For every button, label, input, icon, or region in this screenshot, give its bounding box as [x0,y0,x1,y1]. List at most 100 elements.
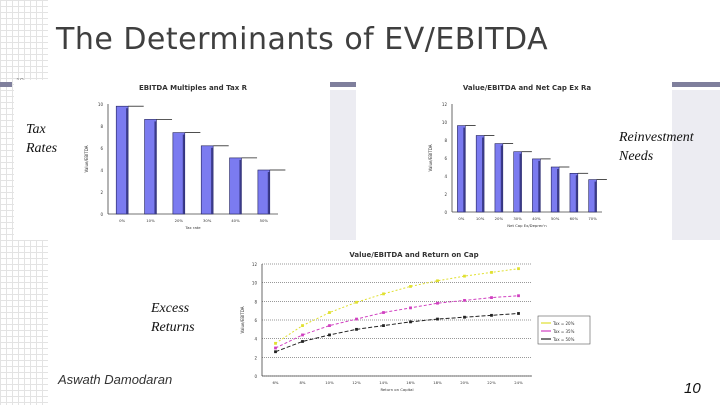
bar-shade [154,121,157,214]
series-point [382,324,385,327]
x-axis-label: Tax rate [184,225,201,230]
y-tick-label: 6 [100,146,103,151]
chart-background [234,244,594,394]
y-tick-label: 6 [444,156,447,161]
y-tick-label: 8 [100,124,103,129]
series-point [382,311,385,314]
label-tax-line2: Rates [26,141,58,156]
series-point [490,296,493,299]
series-line [275,312,519,353]
y-tick-label: 0 [444,210,447,215]
y-tick-label: 0 [100,212,103,217]
label-reinv-line1: Reinvestment [619,130,694,145]
label-tax-rates: Tax Rates [26,120,57,158]
series-point [301,333,304,337]
bar-shade [594,181,597,212]
label-tax-line1: Tax [26,122,46,137]
y-tick-label: 6 [254,318,257,323]
series-point [517,294,520,298]
y-tick-label: 10 [442,120,448,125]
series-line [275,295,519,349]
x-tick-label: 14% [379,380,388,385]
label-reinv-line2: Needs [619,149,654,164]
series-point [382,292,385,296]
series-point [328,311,331,314]
series-point [355,300,358,304]
bar-shade [519,153,522,212]
series-point [436,317,439,321]
series-point [517,312,520,315]
label-excess-line2: Returns [151,320,195,335]
series-point [490,271,493,274]
series-point [490,313,493,317]
y-tick-label: 2 [254,355,257,360]
y-tick-label: 2 [100,190,103,195]
x-tick-label: 40% [231,218,240,223]
series-point [355,327,358,331]
bar-shade [500,145,503,212]
series-point [328,324,331,327]
y-tick-label: 8 [444,138,447,143]
bar-shade [239,159,242,214]
x-tick-label: 24% [514,380,523,385]
y-axis-label: Value/EBITDA [240,306,245,333]
bar-shade [182,134,185,214]
y-tick-label: 4 [444,174,447,179]
title-rule-left [0,82,12,87]
x-tick-label: 40% [532,216,541,221]
y-tick-label: 10 [252,281,258,286]
y-tick-label: 12 [252,262,258,267]
series-point [517,267,520,271]
series-point [355,317,358,321]
x-tick-label: 18% [433,380,442,385]
label-reinvestment-needs: Reinvestment Needs [619,128,694,166]
y-tick-label: 8 [254,299,257,304]
x-tick-label: 70% [588,216,597,221]
bar-shade [267,172,270,214]
title-rule-right [672,82,720,87]
x-tick-label: 0% [458,216,464,221]
page-number: 10 [684,380,701,397]
label-excess-line1: Excess [151,301,190,316]
x-tick-label: 20% [460,380,469,385]
panel-shadow-right [672,90,720,240]
x-tick-label: 6% [272,380,278,385]
series-line [275,268,519,344]
chart-return-on-capital: Value/EBITDA and Return on Cap 0 2 4 6 8 10 12 V… [234,244,594,394]
series-point [274,341,277,345]
y-axis-label: Value/EBITDA [84,145,89,172]
slide-title: The Determinants of EV/EBITDA [56,22,549,57]
bar-shade [538,160,541,212]
bar-shade [463,127,466,212]
chart-title: Value/EBITDA and Net Cap Ex Ra [463,84,592,92]
series-point [301,340,304,343]
y-tick-label: 12 [442,102,448,107]
series-point [409,285,412,288]
bar-shade [126,108,129,214]
y-axis-label: Value/EBITDA [428,144,433,171]
x-tick-label: 8% [299,380,305,385]
x-axis-label: Return on Capital [380,387,413,392]
y-tick-label: 0 [254,374,257,379]
x-tick-label: 12% [352,380,361,385]
x-tick-label: 60% [570,216,579,221]
panel-shadow-middle [330,90,356,240]
series-point [463,274,466,278]
chart-title: EBITDA Multiples and Tax R [139,84,248,92]
x-tick-label: 20% [495,216,504,221]
x-tick-label: 30% [513,216,522,221]
legend-label: Tax = 35% [552,329,575,334]
x-tick-label: 10% [325,380,334,385]
series-point [436,279,439,283]
footer-author: Aswath Damodaran [58,372,173,387]
title-rule-gap [330,82,356,87]
x-tick-label: 50% [551,216,560,221]
chart-background [14,80,330,240]
legend-label: Tax = 50% [552,337,575,342]
y-tick-label: 4 [100,168,103,173]
x-tick-label: 50% [260,218,269,223]
series-point [409,320,412,324]
series-point [301,324,304,327]
x-tick-label: 22% [487,380,496,385]
label-excess-returns: Excess Returns [151,299,195,337]
